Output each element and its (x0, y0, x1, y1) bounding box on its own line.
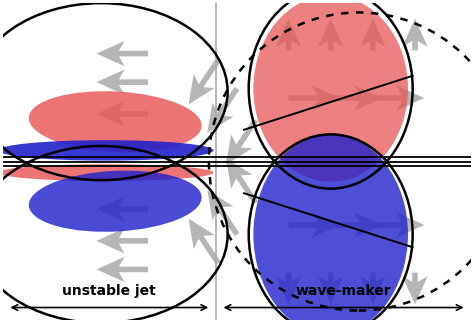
Ellipse shape (0, 140, 214, 161)
Ellipse shape (0, 164, 214, 181)
Text: wave-maker: wave-maker (296, 284, 392, 298)
Ellipse shape (254, 134, 408, 323)
Text: unstable jet: unstable jet (63, 284, 156, 298)
Ellipse shape (29, 171, 201, 232)
Ellipse shape (254, 0, 408, 182)
Ellipse shape (29, 91, 201, 152)
